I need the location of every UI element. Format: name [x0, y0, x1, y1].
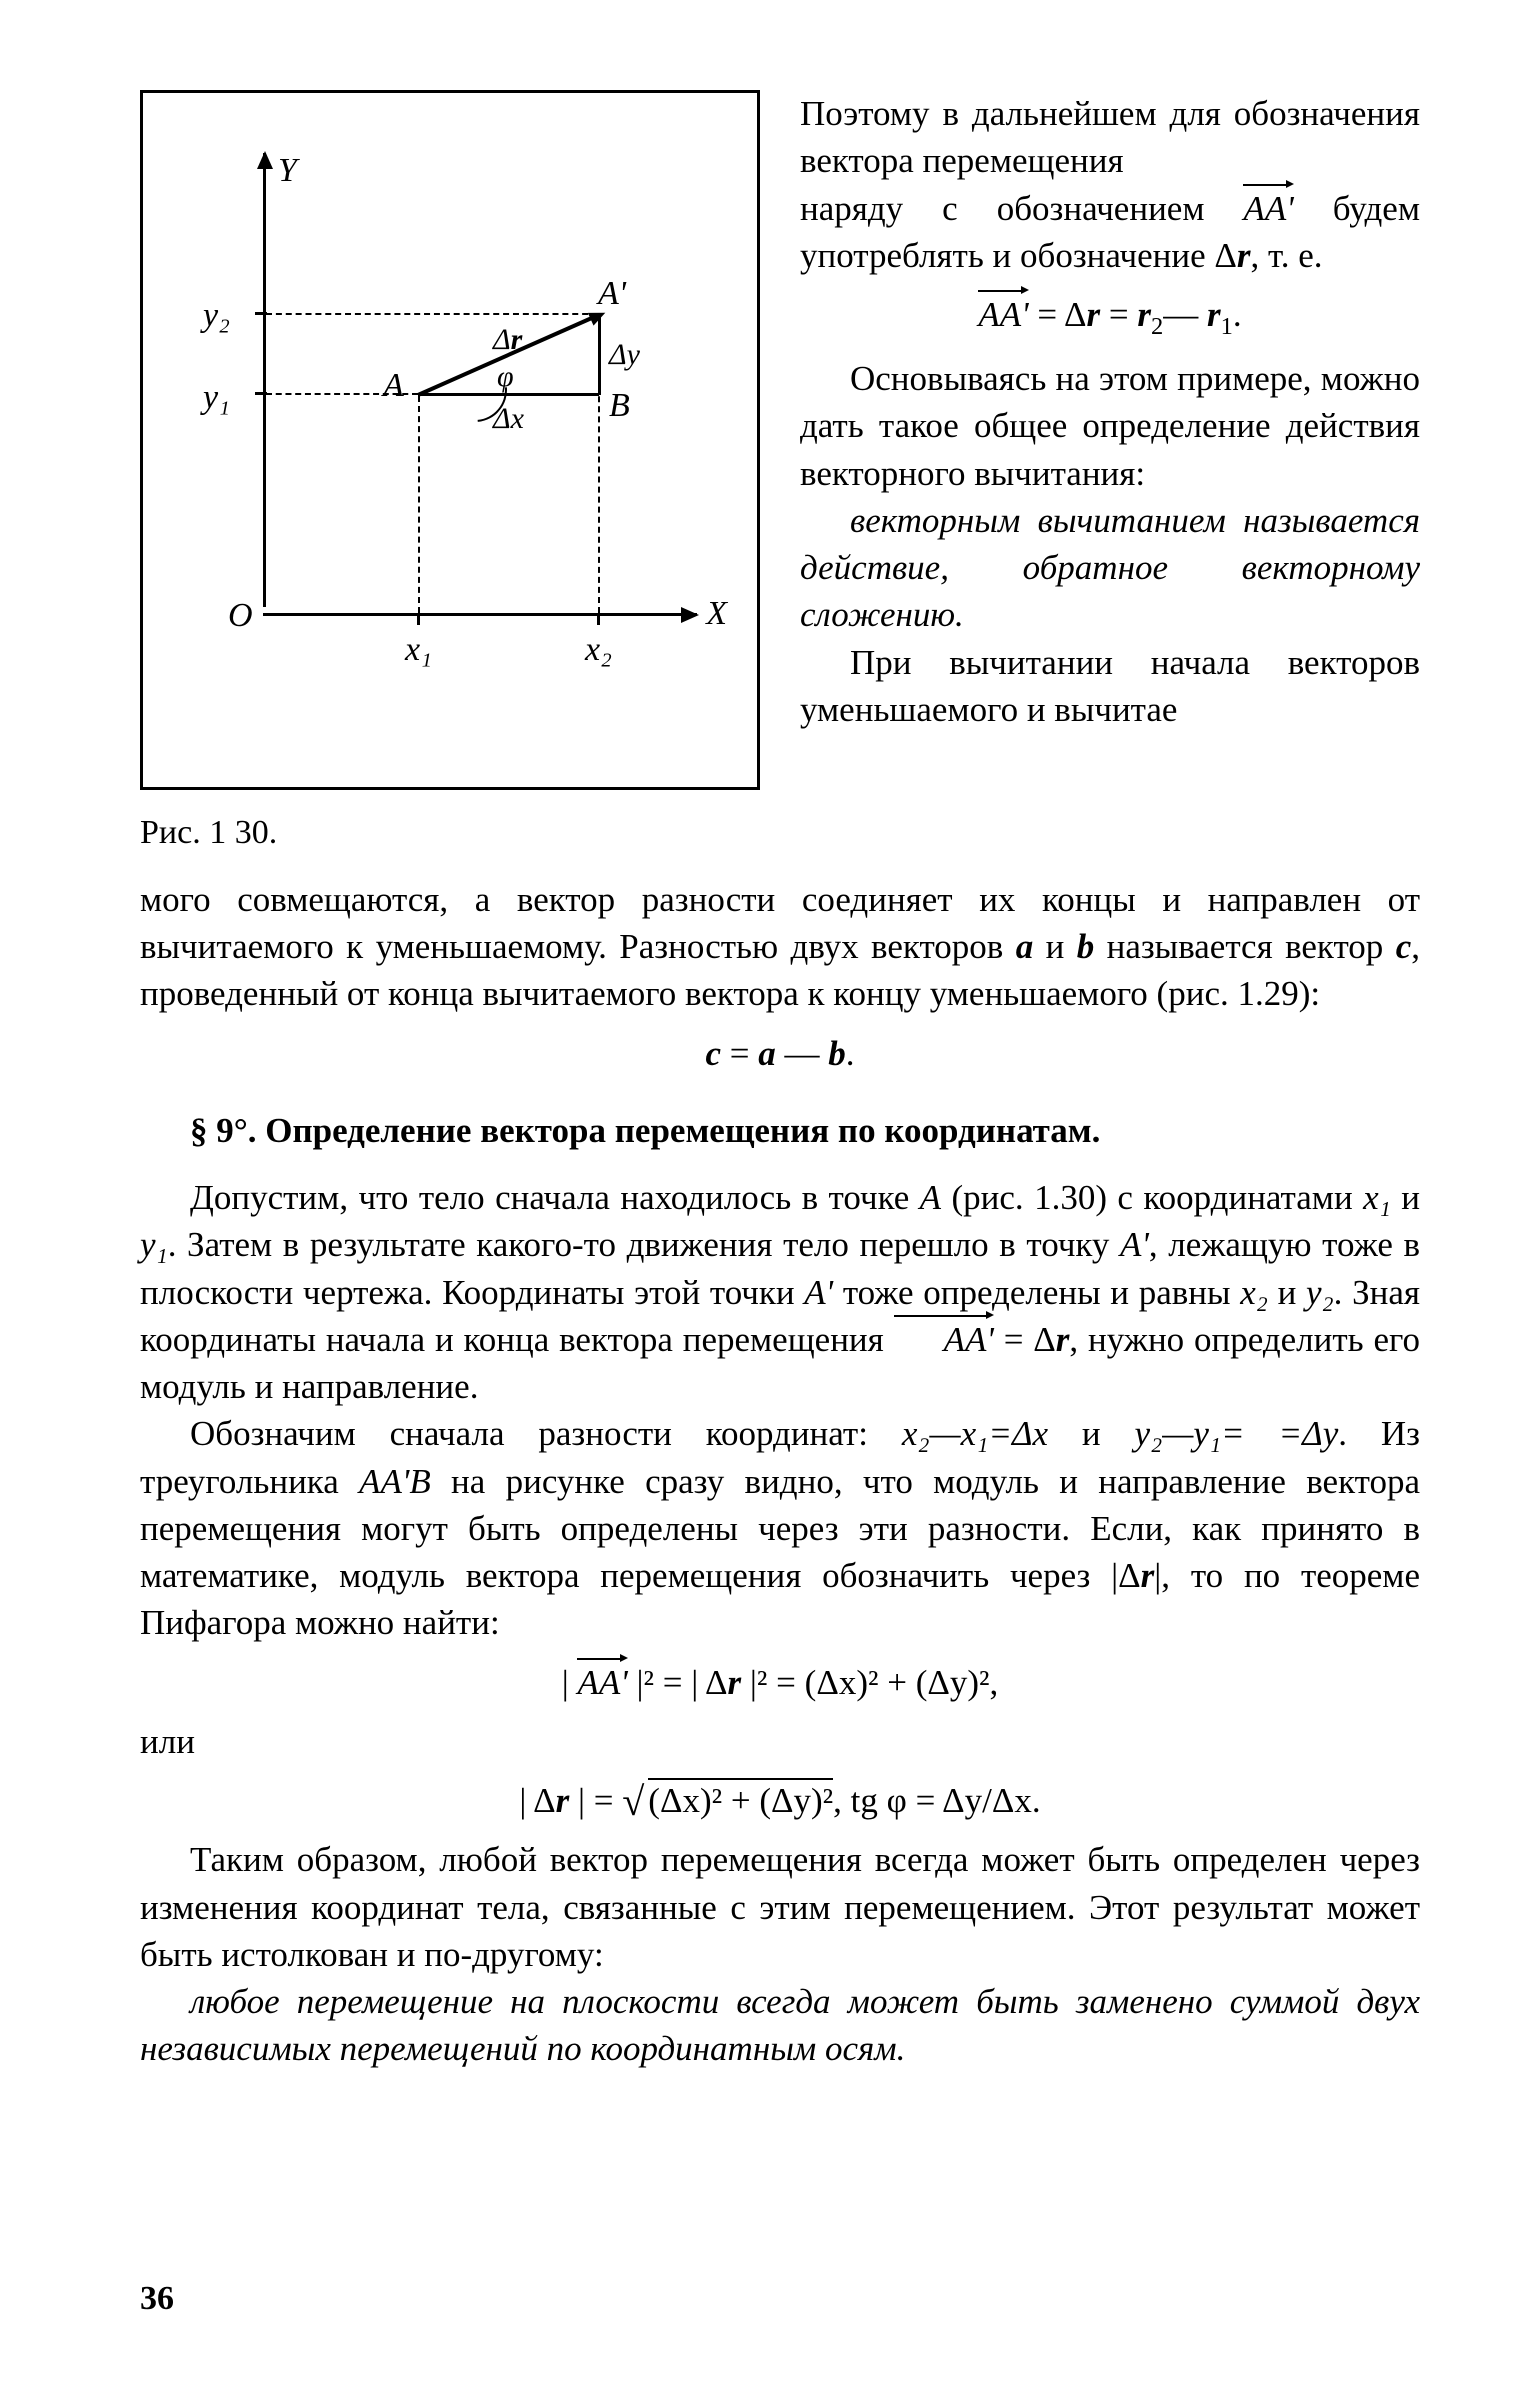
vec-AAprime-p5: AA' [894, 1316, 994, 1363]
para-8-conclusion: любое перемещение на плоскости всегда мо… [140, 1978, 1420, 2073]
tick-x2 [597, 613, 600, 625]
vec-AAprime-eq3: AA' [577, 1659, 627, 1706]
para-4b: мого совмещаются, а вектор разности соед… [140, 876, 1420, 1018]
segment-BAprime [598, 313, 601, 395]
page: Y X O y₁ y₂ x₁ x₂ A [0, 0, 1540, 2382]
dash-y2 [266, 313, 598, 315]
label-O: O [228, 593, 253, 639]
label-B: B [609, 383, 630, 429]
label-Y: Y [278, 148, 297, 194]
y-axis [263, 153, 266, 607]
page-number: 36 [140, 2276, 174, 2322]
label-Aprime: A' [598, 271, 626, 317]
tick-x1 [417, 613, 420, 625]
t: , т. е. [1251, 236, 1323, 275]
t: наряду с обозначением [800, 189, 1243, 228]
figure-1-30: Y X O y₁ y₂ x₁ x₂ A [140, 90, 760, 856]
para-5: Допустим, что тело сначала находилось в … [140, 1174, 1420, 1410]
vec-AAprime-eq: AA' [978, 291, 1028, 338]
figure-frame: Y X O y₁ y₂ x₁ x₂ A [140, 90, 760, 790]
sqrt: (Δx)² + (Δy)² [622, 1777, 833, 1824]
para-7: Таким образом, любой вектор перемещения … [140, 1836, 1420, 1978]
label-y2: y₂ [203, 293, 230, 339]
label-X: X [706, 591, 727, 637]
equation-4: | Δr | = (Δx)² + (Δy)², tg φ = Δy/Δx. [140, 1777, 1420, 1824]
para-6: Обозначим сначала разности координат: x₂… [140, 1410, 1420, 1646]
label-dy: Δy [609, 335, 640, 376]
tick-y1 [255, 392, 267, 395]
or-word: или [140, 1718, 1420, 1765]
figure-caption: Рис. 1 30. [140, 810, 760, 856]
label-y1: y₁ [203, 375, 230, 421]
label-x1: x₁ [405, 627, 432, 673]
label-dr: Δr [493, 320, 522, 361]
equation-2: c = a — b. [140, 1030, 1420, 1077]
dash-x1 [418, 396, 420, 613]
label-A: A [383, 363, 404, 409]
x-axis [263, 613, 697, 616]
label-phi: φ [497, 357, 514, 398]
tick-y2 [255, 312, 267, 315]
equation-3: | AA' |² = | Δr |² = (Δx)² + (Δy)², [140, 1659, 1420, 1706]
vec-AAprime-inline: AA' [1243, 185, 1293, 232]
label-x2: x₂ [585, 627, 612, 673]
label-dx: Δx [493, 399, 524, 440]
t: r [1237, 236, 1251, 275]
section-9-title: § 9°. Определение вектора перемещения по… [140, 1107, 1420, 1154]
